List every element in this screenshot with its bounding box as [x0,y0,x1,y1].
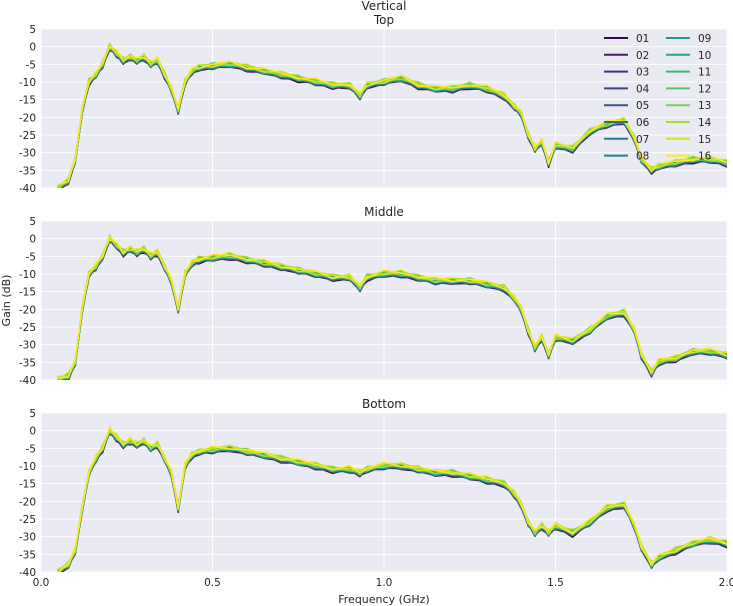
legend-entry: 01 [636,33,649,45]
legend-entry: 09 [698,33,711,45]
y-tick-label: -5 [26,59,36,71]
x-tick-label: 0.0 [33,577,50,589]
x-tick-label: 2.0 [719,577,733,589]
x-tick-label: 0.5 [204,577,221,589]
legend-entry: 15 [698,134,711,146]
y-tick-label: 5 [29,216,36,228]
y-tick-label: -25 [19,130,36,142]
y-tick-label: -10 [19,269,36,281]
y-tick-label: -20 [19,304,36,316]
y-tick-label: -5 [26,251,36,263]
series-line-15 [57,429,727,570]
y-tick-label: -25 [19,322,36,334]
legend-entry: 11 [698,67,711,79]
legend-entry: 02 [636,50,649,62]
y-tick-label: 0 [29,234,36,246]
y-tick-label: -35 [19,549,36,561]
series-group [57,234,727,380]
y-tick-label: -10 [19,461,36,473]
y-tick-label: -40 [19,183,36,195]
series-line-16 [57,235,727,379]
series-line-16 [57,45,727,185]
y-tick-label: -35 [19,165,36,177]
y-tick-label: -30 [19,532,36,544]
x-tick-label: 1.5 [547,577,564,589]
series-line-15 [57,239,727,378]
legend-entry: 16 [698,151,712,163]
legend-entry: 14 [698,117,712,129]
series-line-16 [57,426,727,572]
legend-entry: 07 [636,134,649,146]
chart-suptitle: Vertical [362,0,407,13]
series-group [57,426,727,572]
y-tick-label: -25 [19,514,36,526]
y-tick-label: 5 [29,24,36,36]
y-axis-label: Gain (dB) [0,275,13,327]
panel-top: 5 0 -5 -10 -15 -20 -25 -30 -35 -40 Top [19,13,728,195]
y-tick-label: -15 [19,287,36,299]
panel-title: Middle [364,205,404,219]
x-axis-label: Frequency (GHz) [338,593,429,606]
y-tick-label: 0 [29,426,36,438]
legend-entry: 06 [636,117,650,129]
y-tick-label: 0 [29,42,36,54]
y-tick-label: -20 [19,112,36,124]
legend-entry: 03 [636,67,649,79]
y-tick-label: -40 [19,567,36,579]
y-tick-label: -40 [19,375,36,387]
legend-entry: 12 [698,83,711,95]
panel-title: Bottom [362,397,406,411]
y-tick-label: 5 [29,408,36,420]
legend-entry: 10 [698,50,711,62]
legend-entry: 08 [636,151,649,163]
y-tick-label: -35 [19,357,36,369]
y-tick-label: -30 [19,340,36,352]
legend-entry: 13 [698,100,711,112]
y-tick-label: -30 [19,148,36,160]
y-tick-label: -15 [19,95,36,107]
panel-middle: 5 0 -5 -10 -15 -20 -25 -30 -35 -40 Middle [19,205,728,387]
y-tick-label: -15 [19,479,36,491]
series-group [57,42,727,188]
y-tick-label: -10 [19,77,36,89]
panel-title: Top [373,13,394,27]
y-tick-label: -5 [26,443,36,455]
legend-entry: 05 [636,100,649,112]
x-tick-label: 1.0 [376,577,393,589]
legend: 01 02 03 04 05 06 07 08 09 10 11 12 13 14 15 16 [604,33,712,163]
y-tick-label: -20 [19,496,36,508]
panel-bottom: 5 0 -5 -10 -15 -20 -25 -30 -35 -400.0 0.5 1.0 1.5 2.0… [19,397,733,589]
legend-entry: 04 [636,83,650,95]
